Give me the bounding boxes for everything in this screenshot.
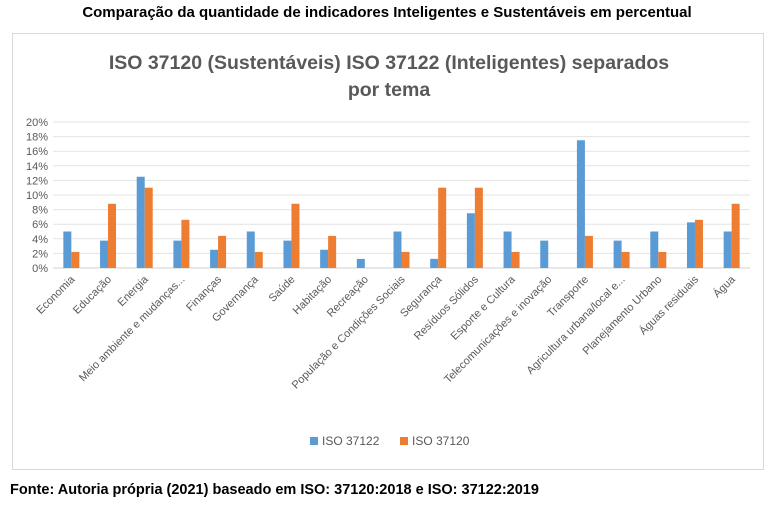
bar-iso-37122 — [320, 249, 329, 268]
bar-iso-37120 — [731, 203, 740, 268]
bar-iso-37122 — [540, 240, 549, 268]
bar-iso-37122 — [650, 231, 659, 268]
x-tick-label: Educação — [71, 274, 114, 317]
bar-iso-37122 — [210, 249, 219, 268]
bar-iso-37120 — [181, 219, 190, 268]
x-tick-label: Esporte e Cultura — [449, 273, 519, 343]
bar-iso-37122 — [63, 231, 72, 268]
chart-title-line-2: por tema — [348, 79, 431, 101]
x-tick-label: Água — [710, 272, 738, 300]
figure-caption: Comparação da quantidade de indicadores … — [82, 4, 692, 21]
bar-iso-37122 — [283, 240, 292, 268]
bar-iso-37120 — [621, 251, 630, 268]
y-tick-label: 12% — [26, 175, 48, 187]
bar-iso-37120 — [291, 203, 300, 268]
bar-iso-37120 — [438, 187, 447, 268]
bar-iso-37120 — [254, 251, 263, 268]
bar-iso-37122 — [393, 231, 402, 268]
bar-iso-37120 — [401, 251, 410, 268]
bar-iso-37122 — [466, 213, 475, 268]
y-tick-label: 14% — [26, 161, 48, 173]
bar-iso-37122 — [503, 231, 512, 268]
bar-iso-37122 — [723, 231, 732, 268]
y-tick-label: 0% — [32, 263, 48, 275]
y-tick-label: 6% — [32, 219, 48, 231]
legend-swatch — [400, 437, 408, 445]
bar-iso-37120 — [71, 251, 80, 268]
chart-frame: ISO 37120 (Sustentáveis) ISO 37122 (Inte… — [12, 33, 764, 470]
bar-iso-37120 — [511, 251, 520, 268]
y-axis-ticks: 0% 2% 4% 6% 8% 10% 12% 14% 16% 18% 20% — [26, 117, 48, 275]
bar-iso-37120 — [584, 235, 593, 268]
y-tick-label: 4% — [32, 234, 48, 246]
bar-iso-37122 — [356, 258, 365, 268]
bar-iso-37120 — [474, 187, 483, 268]
bars — [63, 140, 740, 268]
x-tick-label: Energia — [116, 273, 152, 309]
bar-iso-37120 — [144, 187, 153, 268]
bar-iso-37122 — [100, 240, 109, 268]
legend-swatch — [310, 437, 318, 445]
x-tick-label: Resíduos Sólidos — [412, 273, 481, 342]
bar-iso-37120 — [694, 219, 703, 268]
y-tick-label: 18% — [26, 132, 48, 144]
bar-iso-37122 — [246, 231, 255, 268]
gridlines — [53, 121, 750, 269]
bar-iso-37122 — [613, 240, 622, 268]
bar-iso-37120 — [658, 251, 667, 268]
legend: ISO 37122 ISO 37120 — [310, 434, 470, 448]
bar-iso-37122 — [430, 258, 439, 268]
figure-source: Fonte: Autoria própria (2021) baseado em… — [10, 482, 539, 498]
legend-label: ISO 37122 — [322, 434, 380, 448]
bar-iso-37120 — [328, 235, 337, 268]
bar-iso-37120 — [218, 235, 227, 268]
y-tick-label: 8% — [32, 205, 48, 217]
bar-iso-37122 — [686, 222, 695, 268]
bar-iso-37120 — [108, 203, 117, 268]
y-tick-label: 10% — [26, 190, 48, 202]
y-tick-label: 2% — [32, 248, 48, 260]
y-tick-label: 16% — [26, 146, 48, 158]
bar-iso-37122 — [173, 240, 182, 268]
x-tick-label: Economia — [34, 273, 78, 317]
y-tick-label: 20% — [26, 117, 48, 129]
bar-iso-37122 — [136, 176, 145, 268]
x-tick-label: Saúde — [267, 274, 298, 305]
bar-chart: ISO 37120 (Sustentáveis) ISO 37122 (Inte… — [26, 52, 750, 448]
legend-label: ISO 37120 — [412, 434, 470, 448]
bar-iso-37122 — [576, 140, 585, 268]
chart-title-line-1: ISO 37120 (Sustentáveis) ISO 37122 (Inte… — [109, 52, 669, 74]
